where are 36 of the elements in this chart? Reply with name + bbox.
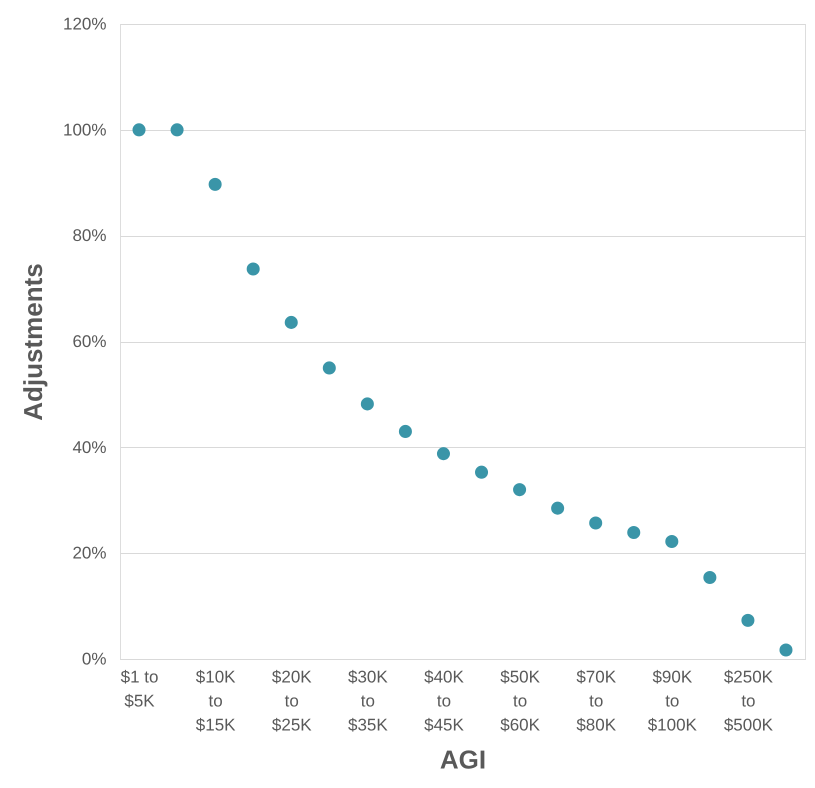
point (665, 535, 678, 548)
point (703, 571, 716, 584)
x-tick-label: $40K to $45K (424, 668, 464, 734)
y-tick-label: 40% (72, 438, 106, 457)
point (284, 316, 298, 329)
point (513, 483, 526, 496)
y-tick-label: 60% (72, 332, 106, 351)
x-tick-label: $250K to $500K (724, 668, 774, 734)
point (779, 644, 792, 657)
point (246, 262, 260, 276)
point (627, 526, 640, 540)
y-axis-title: Adjustments (18, 263, 48, 421)
point (475, 466, 488, 479)
y-tick-label: 100% (63, 120, 106, 140)
x-tick-label: $10K to $15K (196, 668, 236, 734)
point (132, 123, 146, 136)
x-axis-title: AGI (440, 744, 486, 774)
x-tick-label: $20K to $25K (272, 668, 312, 734)
point (360, 397, 374, 410)
point (322, 361, 336, 374)
point (436, 447, 450, 460)
point (551, 502, 564, 515)
y-tick-label: 20% (72, 544, 106, 563)
point (589, 516, 602, 530)
y-tick-label: 120% (63, 14, 106, 34)
x-tick-label: $70K to $80K (576, 668, 617, 734)
point (398, 424, 412, 438)
point (741, 614, 754, 627)
x-tick-label: $1 to $5K (120, 668, 158, 710)
y-tick-label: 80% (72, 226, 106, 246)
y-tick-label: 0% (82, 650, 106, 668)
x-tick-label: $30K to $35K (348, 668, 388, 734)
x-tick-label: $90K to $100K (648, 668, 698, 734)
point (170, 123, 184, 136)
point (208, 178, 222, 191)
x-tick-label: $50K to $60K (500, 668, 541, 734)
